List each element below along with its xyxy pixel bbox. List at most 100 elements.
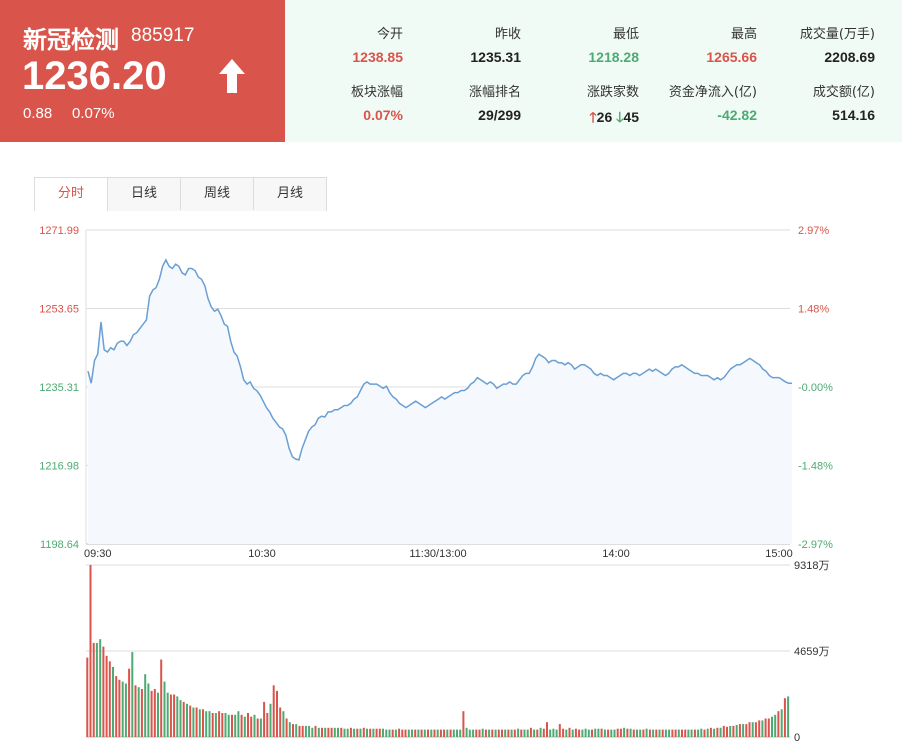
volume-bar: [382, 728, 384, 737]
volume-bar: [375, 728, 378, 737]
volume-bar: [542, 728, 545, 737]
volume-bar: [304, 725, 307, 737]
volume-bar: [664, 729, 667, 737]
volume-bar: [118, 679, 121, 737]
volume-bar: [327, 727, 330, 737]
volume-bar: [742, 724, 745, 737]
volume-bar: [761, 720, 764, 737]
volume-bar: [144, 674, 147, 737]
stat-sector-change: 板块涨幅 0.07%: [285, 81, 403, 123]
volume-bar: [459, 729, 462, 737]
volume-bar: [240, 714, 243, 737]
volume-bar: [250, 716, 253, 737]
advance-arrow-icon: 🡑: [589, 109, 597, 125]
stat-label: 最低: [612, 27, 639, 42]
volume-bar: [443, 729, 446, 737]
volume-bar: [645, 728, 648, 737]
volume-bar: [269, 703, 272, 737]
x-tick: 15:00: [765, 548, 793, 560]
volume-bar: [481, 728, 484, 737]
volume-bar: [263, 701, 266, 737]
volume-bar: [140, 689, 143, 737]
volume-bar: [369, 728, 372, 737]
volume-bar: [301, 725, 304, 737]
volume-bar: [610, 729, 613, 737]
volume-bar: [626, 728, 629, 737]
volume-bar: [186, 703, 188, 737]
volume-tick: 9318万: [794, 560, 829, 572]
volume-bar: [533, 729, 536, 737]
stat-open: 今开 1238.85: [285, 23, 403, 65]
stats-panel: 今开 1238.85 昨收 1235.31 最低 1218.28 最高 1265…: [285, 0, 902, 142]
volume-bar: [652, 729, 655, 737]
price-series-line: [87, 258, 792, 461]
volume-bar: [722, 725, 725, 737]
x-tick: 11:30/13:00: [409, 548, 466, 560]
volume-bar: [108, 661, 111, 737]
stat-label: 今开: [376, 27, 403, 42]
volume-bar: [266, 713, 269, 737]
volume-bar: [584, 728, 587, 737]
stat-low: 最低 1218.28: [521, 23, 639, 65]
stat-value: 1265.66: [706, 49, 757, 65]
volume-bar: [745, 724, 748, 737]
volume-bar: [414, 729, 417, 737]
volume-bar: [105, 655, 108, 737]
volume-bar: [648, 729, 651, 737]
stat-value: 514.16: [832, 107, 875, 123]
volume-bar: [205, 711, 208, 737]
volume-bar: [709, 727, 712, 737]
volume-bar: [510, 729, 513, 737]
volume-bar: [195, 707, 198, 737]
volume-bar: [491, 729, 494, 737]
volume-bar: [372, 728, 375, 737]
price-line: [87, 258, 792, 461]
volume-bar: [504, 729, 507, 737]
volume-bar: [134, 685, 137, 737]
volume-bar: [771, 716, 773, 737]
stat-value: 1235.31: [470, 49, 521, 65]
volume-bar: [597, 728, 600, 737]
volume-bar: [735, 725, 738, 737]
volume-bar: [571, 729, 574, 737]
tab-weekly[interactable]: 周线: [181, 178, 254, 210]
volume-tick: 0: [794, 732, 800, 744]
volume-bar: [754, 722, 757, 737]
volume-bar: [607, 729, 610, 737]
volume-bar: [587, 729, 590, 737]
volume-bar: [552, 728, 555, 737]
volume-bar: [472, 729, 475, 737]
y-axis-left: 1271.99 1253.65 1235.31 1216.98 1198.64: [39, 225, 79, 551]
tab-intraday[interactable]: 分时: [35, 178, 108, 211]
volume-tick: 4659万: [794, 646, 829, 658]
volume-bar: [279, 707, 282, 737]
volume-bar: [555, 729, 558, 737]
volume-bar: [681, 729, 683, 737]
volume-bar: [456, 729, 458, 737]
volume-bar: [192, 707, 195, 737]
volume-bar: [89, 565, 92, 737]
volume-bar: [169, 694, 172, 737]
tab-daily[interactable]: 日线: [108, 178, 181, 210]
stat-value: 29/299: [478, 107, 521, 123]
advance-count: 26: [596, 109, 613, 125]
volume-bar: [95, 642, 98, 737]
volume-bar: [356, 728, 359, 737]
volume-bar: [639, 729, 642, 737]
volume-bar: [758, 720, 761, 737]
volume-bar: [726, 726, 728, 737]
decline-arrow-icon: 🡓: [616, 109, 624, 125]
volume-bar: [321, 727, 323, 737]
tab-monthly[interactable]: 月线: [276, 186, 303, 201]
volume-bar: [276, 690, 278, 737]
volume-bar: [324, 727, 327, 737]
volume-bar: [671, 729, 674, 737]
y-tick-left: 1271.99: [39, 225, 79, 237]
period-tabs: 分时 日线 周线 月线: [34, 177, 327, 211]
x-axis: 09:30 10:30 11:30/13:00 14:00 15:00: [84, 548, 793, 560]
volume-bar: [719, 727, 722, 737]
volume-bar: [693, 729, 696, 737]
volume-bar: [298, 725, 301, 737]
index-code: 885917: [131, 25, 195, 46]
volume-bar: [783, 698, 786, 737]
